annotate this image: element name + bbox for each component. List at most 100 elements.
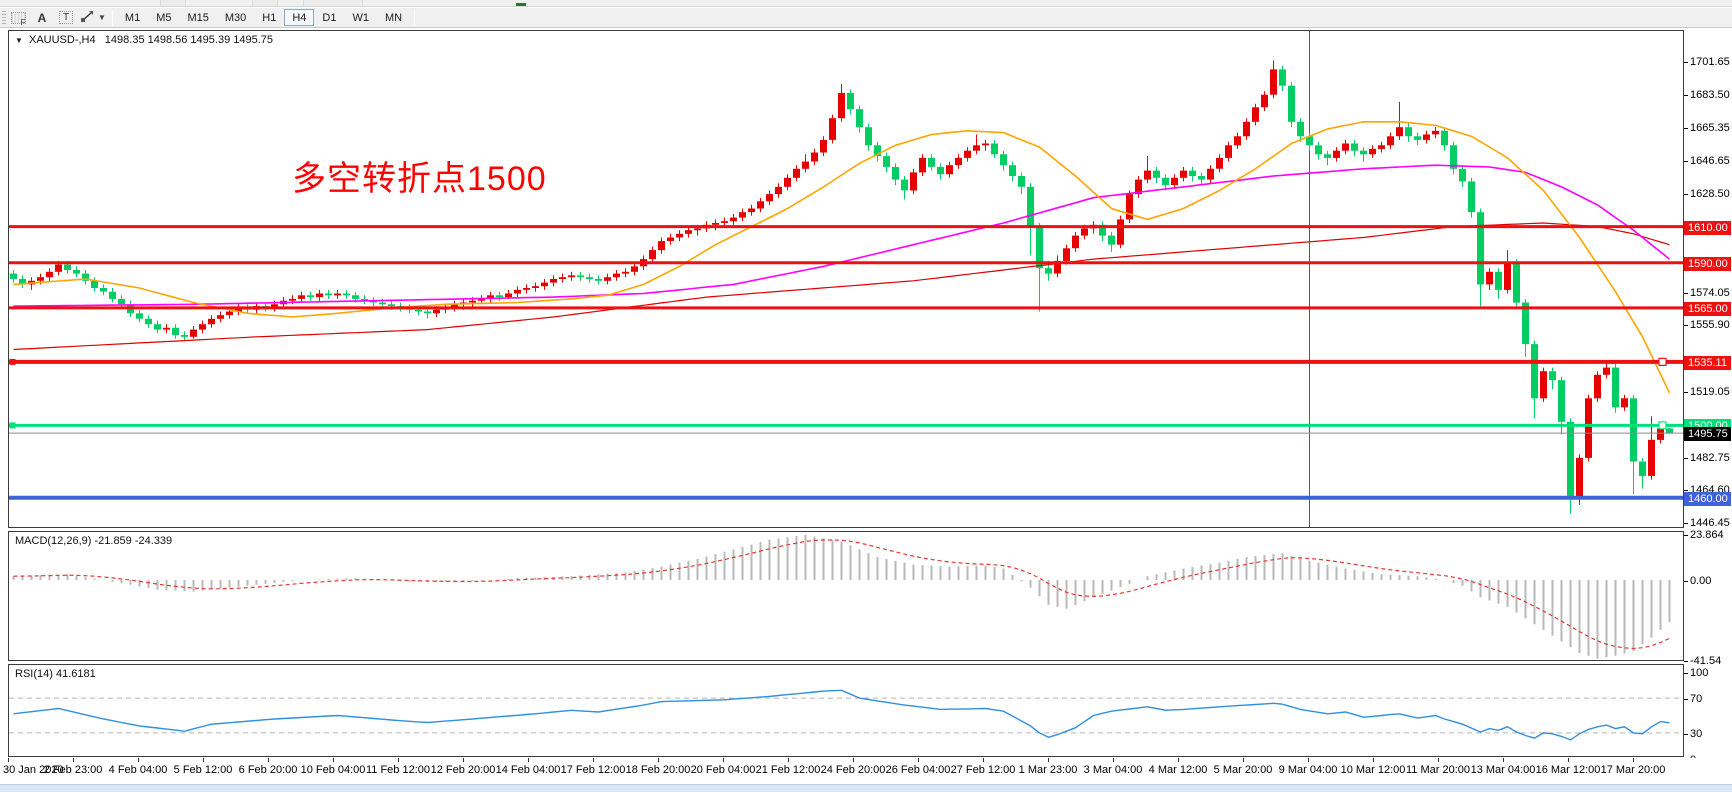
text-box-tool-button[interactable]: T <box>55 9 77 26</box>
date-tick-mark <box>1438 758 1439 762</box>
tf-button-M5[interactable]: M5 <box>156 11 172 24</box>
letter-t-icon: T <box>58 11 74 24</box>
date-tick-mark <box>203 758 204 762</box>
price-tick-mark <box>1684 127 1688 129</box>
date-tick-mark <box>1243 758 1244 762</box>
date-tick-mark <box>528 758 529 762</box>
price-tick-label: 1665.35 <box>1690 121 1730 134</box>
main-chart-panel[interactable]: ▼ XAUUSD-,H4 1498.35 1498.56 1495.39 149… <box>8 30 1684 528</box>
date-tick-mark <box>853 758 854 762</box>
chart-toolbar: F A T ▼ M1 M5 M15 M30 H1 H4 D1 W1 MN <box>0 8 1732 28</box>
date-label: 4 Feb 04:00 <box>108 764 168 776</box>
date-tick-mark <box>1503 758 1504 762</box>
date-label: 6 Feb 20:00 <box>238 764 298 776</box>
price-tick-label: 1446.45 <box>1690 517 1730 530</box>
date-label: 18 Feb 20:00 <box>625 764 691 776</box>
tf-button-M15[interactable]: M15 <box>187 11 209 24</box>
rsi-panel[interactable]: RSI(14) 41.6181 <box>8 664 1684 757</box>
rsi-tick-label: 70 <box>1690 693 1703 706</box>
price-tick-mark <box>1684 292 1688 294</box>
tf-button-M1[interactable]: M1 <box>124 11 141 24</box>
bottom-strip <box>0 784 1732 792</box>
date-label: 11 Feb 12:00 <box>365 764 431 776</box>
chevron-down-icon: ▼ <box>98 13 106 22</box>
date-tick-mark <box>788 758 789 762</box>
tf-button-W1[interactable]: W1 <box>352 11 369 24</box>
diagonal-arrows-icon <box>80 10 96 26</box>
cursor-tool-button[interactable]: ▼ <box>79 9 107 26</box>
macd-panel[interactable]: MACD(12,26,9) -21.859 -24.339 <box>8 531 1684 661</box>
price-tick-mark <box>1684 490 1688 492</box>
macd-tick-mark <box>1684 581 1688 582</box>
tf-button-H1[interactable]: H1 <box>262 11 277 24</box>
date-label: 5 Feb 12:00 <box>173 764 233 776</box>
price-tick-label: 1464.60 <box>1690 484 1730 497</box>
symbol-label: XAUUSD-,H4 <box>28 34 96 46</box>
clipped-indicator-mark <box>516 3 526 6</box>
date-tick-mark <box>138 758 139 762</box>
price-tick-label: 1683.50 <box>1690 88 1730 101</box>
rsi-title: RSI(14) 41.6181 <box>15 668 96 680</box>
chart-annotation-text[interactable]: 多空转折点1500 <box>292 160 547 198</box>
toolbar-grip[interactable] <box>2 10 6 25</box>
price-tick-mark <box>1684 523 1688 525</box>
price-line-label: 1535.11 <box>1684 355 1731 370</box>
date-label: 17 Mar 20:00 <box>1600 764 1666 776</box>
date-label: 16 Mar 12:00 <box>1535 764 1601 776</box>
price-tick-label: 1574.05 <box>1690 286 1730 299</box>
rsi-tick-label: 100 <box>1690 667 1709 679</box>
grid-f-icon: F <box>10 11 26 27</box>
date-tick-mark <box>398 758 399 762</box>
price-tick-label: 1482.75 <box>1690 451 1730 464</box>
price-tick-mark <box>1684 392 1688 393</box>
tf-button-H4[interactable]: H4 <box>284 9 315 26</box>
price-line-label: 1590.00 <box>1684 256 1731 271</box>
price-line-label: 1500.00 <box>1684 419 1731 434</box>
date-label: 2 Feb 23:00 <box>43 764 103 776</box>
macd-tick-label: 0.00 <box>1690 575 1712 587</box>
macd-tick-mark <box>1684 660 1688 662</box>
date-tick-mark <box>593 758 594 762</box>
date-tick-mark <box>8 758 9 762</box>
date-label: 20 Feb 04:00 <box>690 764 756 776</box>
price-tick-mark <box>1684 457 1688 459</box>
date-label: 10 Mar 12:00 <box>1340 764 1406 776</box>
date-label: 27 Feb 12:00 <box>950 764 1016 776</box>
time-axis[interactable]: 30 Jan 2020 2 Feb 23:00 4 Feb 04:00 5 Feb 1… <box>0 758 1732 784</box>
date-label: 5 Mar 20:00 <box>1213 764 1273 776</box>
date-label: 26 Feb 04:00 <box>885 764 951 776</box>
date-label: 14 Feb 04:00 <box>495 764 561 776</box>
price-tick-mark <box>1684 325 1688 327</box>
clipped-button <box>252 0 278 6</box>
price-tick-mark <box>1684 94 1688 96</box>
tf-button-D1[interactable]: D1 <box>322 11 337 24</box>
tf-button-MN[interactable]: MN <box>384 11 403 24</box>
macd-title: MACD(12,26,9) -21.859 -24.339 <box>15 535 173 547</box>
toolbar-separator <box>111 9 113 26</box>
letter-a-icon: A <box>37 10 47 25</box>
price-tick-label: 1555.90 <box>1690 319 1730 332</box>
price-tick-label: 1519.05 <box>1690 386 1730 398</box>
macd-tick-label: 23.864 <box>1690 529 1724 542</box>
date-tick-mark <box>1568 758 1569 762</box>
date-tick-mark <box>983 758 984 762</box>
date-tick-mark <box>1308 758 1309 762</box>
chart-grid-tool-button[interactable]: F <box>7 9 29 27</box>
tf-button-M30[interactable]: M30 <box>224 11 247 24</box>
macd-tick-mark <box>1684 535 1688 537</box>
price-tick-mark <box>1684 194 1688 196</box>
price-line-label: 1495.75 <box>1684 427 1731 442</box>
rsi-tick-label: 30 <box>1690 727 1703 740</box>
date-tick-mark <box>1048 758 1049 762</box>
date-label: 11 Mar 20:00 <box>1405 764 1471 776</box>
price-tick-label: 1646.65 <box>1690 155 1730 168</box>
clipped-button <box>303 0 363 6</box>
price-line-label: 1460.00 <box>1684 491 1731 506</box>
date-tick-mark <box>333 758 334 762</box>
date-tick-mark <box>268 758 269 762</box>
text-annotation-tool-button[interactable]: A <box>31 9 53 26</box>
date-tick-mark <box>1113 758 1114 762</box>
price-tick-label: 1628.50 <box>1690 188 1730 201</box>
price-tick-label: 1701.65 <box>1690 56 1730 68</box>
symbol-dropdown-icon[interactable]: ▼ <box>15 36 23 45</box>
